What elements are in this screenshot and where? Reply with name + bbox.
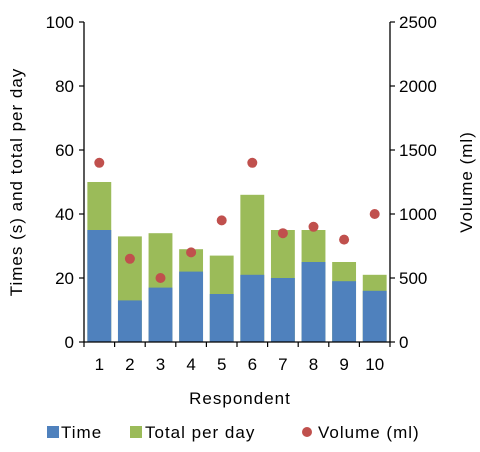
bar-time-3: [148, 287, 173, 342]
point-volume-7: [277, 228, 288, 239]
x-tick-label-9: 9: [339, 355, 348, 374]
legend-label-time: Time: [61, 423, 102, 442]
point-volume-8: [308, 221, 319, 232]
point-volume-4: [186, 247, 197, 258]
point-volume-1: [94, 157, 105, 168]
bar-time-10: [362, 290, 387, 342]
right-tick-label-1500: 1500: [399, 141, 437, 160]
bar-time-9: [332, 281, 357, 342]
x-tick-label-6: 6: [248, 355, 257, 374]
x-tick-label-10: 10: [365, 355, 384, 374]
left-tick-label-40: 40: [55, 205, 74, 224]
x-axis-ticks: 1 2 3 4 5 6 7 8 9 10: [83, 342, 391, 374]
right-tick-label-2500: 2500: [399, 13, 437, 32]
legend-label-volume: Volume (ml): [318, 423, 420, 442]
x-tick-label-2: 2: [125, 355, 134, 374]
x-tick-label-8: 8: [309, 355, 318, 374]
point-volume-6: [247, 157, 258, 168]
point-volume-5: [216, 215, 227, 226]
left-tick-label-0: 0: [65, 333, 74, 352]
left-tick-label-20: 20: [55, 269, 74, 288]
bar-time-5: [209, 294, 234, 342]
point-volume-3: [155, 273, 166, 283]
right-tick-label-2000: 2000: [399, 77, 437, 96]
point-volume-9: [339, 234, 350, 245]
bar-time-7: [270, 278, 295, 342]
left-y-axis-ticks: 0 20 40 60 80 100: [46, 13, 84, 352]
legend-marker-volume: [302, 427, 312, 437]
left-tick-label-100: 100: [46, 13, 74, 32]
legend-swatch-time: [47, 426, 59, 438]
bar-time-6: [240, 274, 265, 342]
legend: Time Total per day Volume (ml): [47, 423, 420, 442]
legend-swatch-total-per-day: [130, 426, 142, 438]
x-axis-title: Respondent: [189, 389, 291, 408]
right-tick-label-1000: 1000: [399, 205, 437, 224]
bar-time-4: [179, 271, 204, 342]
legend-label-total-per-day: Total per day: [145, 423, 255, 442]
bar-time-2: [117, 300, 142, 342]
left-tick-label-60: 60: [55, 141, 74, 160]
x-tick-label-7: 7: [278, 355, 287, 374]
left-tick-label-80: 80: [55, 77, 74, 96]
x-tick-label-1: 1: [95, 355, 104, 374]
plot-area: [83, 22, 391, 343]
x-tick-label-4: 4: [186, 355, 195, 374]
point-volume-10: [369, 209, 380, 219]
bar-time-1: [87, 230, 112, 342]
y-axis-right-title: Volume (ml): [457, 131, 476, 233]
right-tick-label-500: 500: [399, 269, 427, 288]
right-y-axis-ticks: 0 500 1000 1500 2000 2500: [390, 13, 437, 352]
right-tick-label-0: 0: [399, 333, 408, 352]
x-tick-label-3: 3: [156, 355, 165, 374]
x-tick-label-5: 5: [217, 355, 226, 374]
point-volume-2: [124, 253, 135, 264]
y-axis-left-title: Times (s) and total per day: [7, 68, 26, 297]
bar-time-8: [301, 262, 326, 342]
